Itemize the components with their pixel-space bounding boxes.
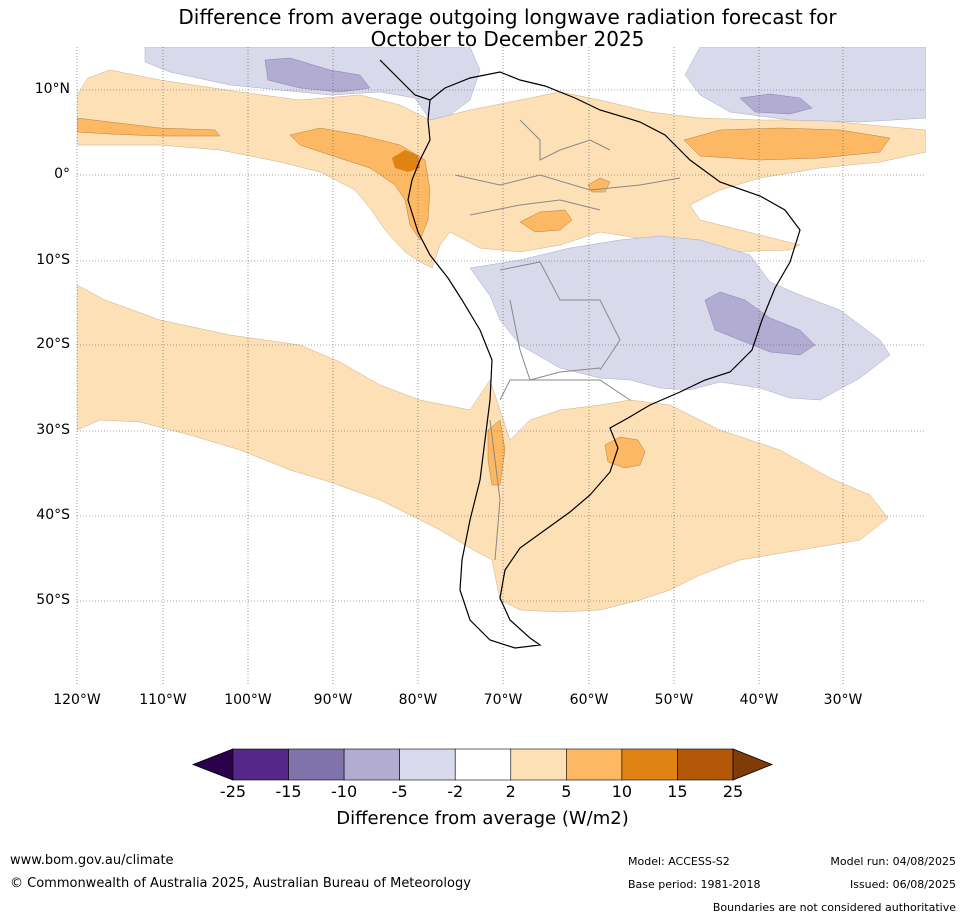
map-title-line-2: October to December 2025 (370, 27, 645, 51)
footer-base-period: Base period: 1981-2018 (628, 878, 761, 891)
anomaly-region-positive (77, 117, 221, 137)
anomaly-region-positive (519, 209, 573, 233)
anomaly-region-positive (77, 284, 889, 613)
colorbar-tick-label: 5 (561, 782, 572, 801)
colorbar-tick-label: 2 (505, 782, 516, 801)
latitude-label: 20°S (36, 336, 70, 352)
colorbar-tick-label: -25 (219, 782, 247, 801)
colorbar-tick-label: 15 (667, 782, 688, 801)
anomaly-region-positive (604, 436, 646, 469)
longitude-label: 70°W (483, 692, 523, 708)
latitude-label: 10°N (34, 81, 70, 97)
footer-boundaries-note: Boundaries are not considered authoritat… (712, 901, 956, 914)
colorbar-tick-label: 10 (611, 782, 633, 801)
footer-model: Model: ACCESS-S2 (628, 855, 730, 868)
latitude-label: 0° (54, 166, 70, 182)
anomaly-region-positive (289, 127, 431, 241)
colorbar-tick-label: -5 (391, 782, 408, 801)
south-america-outline (379, 59, 801, 649)
anomaly-region-negative (684, 47, 926, 123)
footer-model-run: Model run: 04/08/2025 (830, 855, 956, 868)
anomaly-region-positive (683, 127, 891, 161)
latitude-label: 50°S (36, 592, 70, 608)
longitude-label: 30°W (823, 692, 863, 708)
anomaly-region-negative (469, 235, 891, 401)
anomaly-region-negative (739, 93, 813, 115)
anomaly-region-positive (392, 150, 420, 172)
longitude-label: 80°W (398, 692, 438, 708)
anomaly-fields (77, 47, 926, 613)
longitude-label: 120°W (53, 692, 101, 708)
footer-copyright: © Commonwealth of Australia 2025, Austra… (10, 876, 471, 891)
latitude-label: 10°S (36, 252, 70, 268)
latitude-label: 30°S (36, 422, 70, 438)
longitude-label: 110°W (139, 692, 187, 708)
colorbar-label: Difference from average (W/m2) (336, 808, 629, 829)
country-borders (454, 119, 681, 561)
footer-issued: Issued: 06/08/2025 (849, 878, 956, 891)
latitude-label: 40°S (36, 507, 70, 523)
colorbar-tick-label: -15 (275, 782, 302, 801)
longitude-label: 90°W (313, 692, 353, 708)
longitude-label: 50°W (654, 692, 694, 708)
longitude-label: 60°W (569, 692, 609, 708)
longitude-label: 100°W (224, 692, 272, 708)
colorbar-tick-label: -2 (447, 782, 464, 801)
colorbar-tick-label: -10 (331, 782, 358, 801)
longitude-label: 40°W (739, 692, 779, 708)
footer-url: www.bom.gov.au/climate (10, 853, 174, 868)
map-title-line-1: Difference from average outgoing longwav… (178, 5, 837, 29)
colorbar-tick-label: 25 (722, 782, 744, 801)
anomaly-region-negative (264, 57, 371, 93)
